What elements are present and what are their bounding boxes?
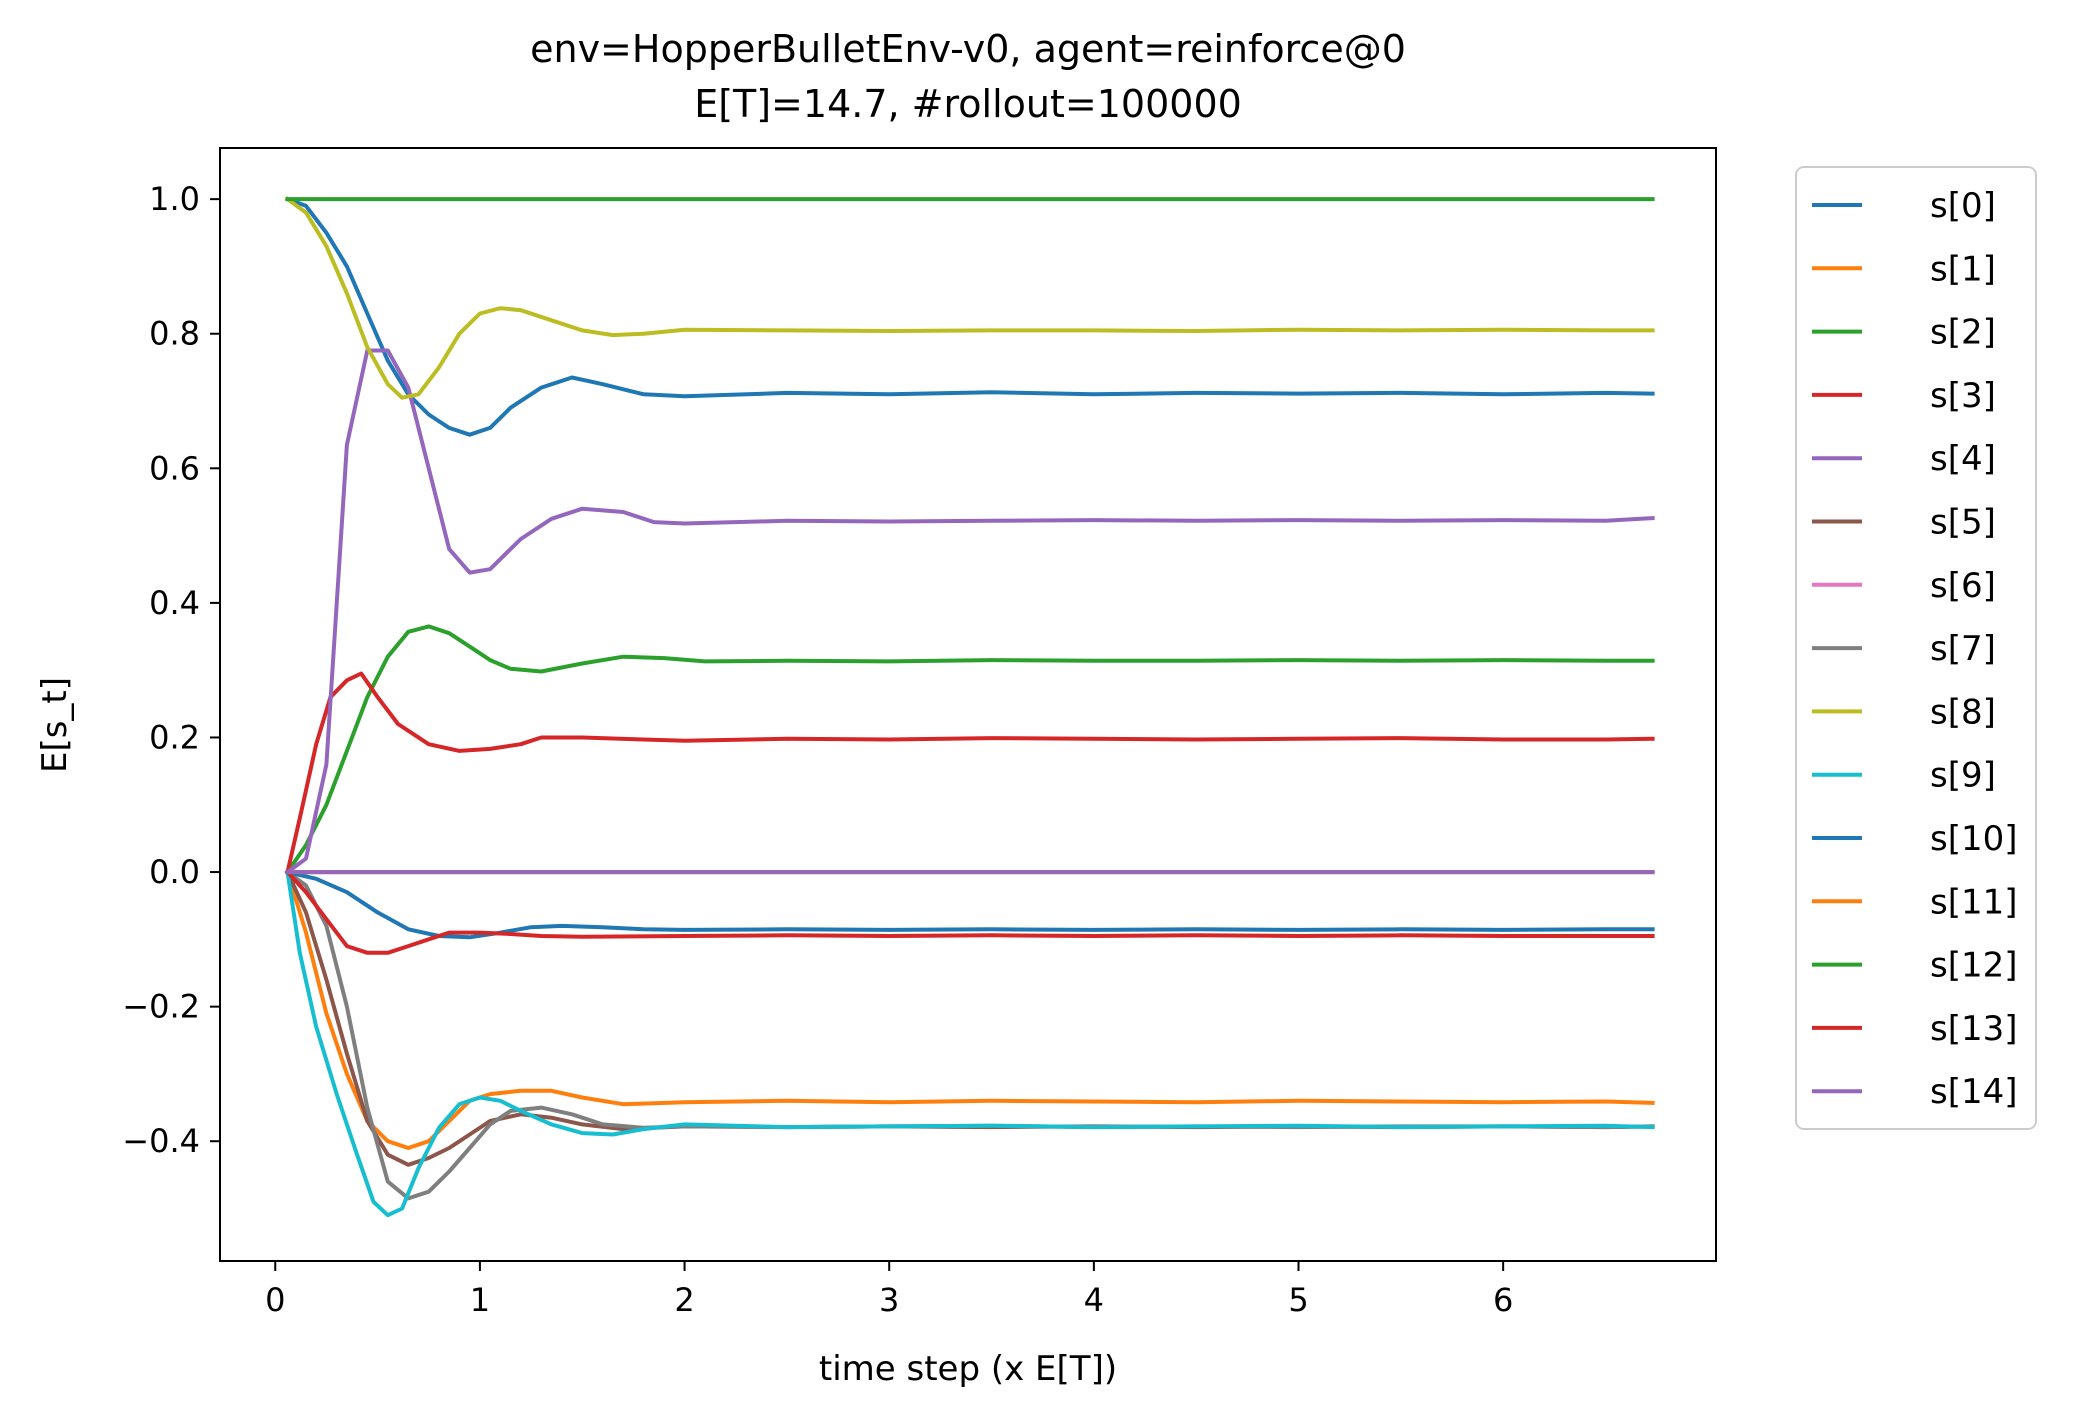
legend-label-6: s[6]: [1930, 566, 1996, 606]
y-tick-label: −0.2: [122, 988, 200, 1026]
legend-label-4: s[4]: [1930, 439, 1996, 479]
legend-frame: [1795, 166, 2037, 1130]
x-tick-label: 0: [265, 1281, 285, 1319]
legend-label-0: s[0]: [1930, 186, 1996, 226]
x-axis-label: time step (x E[T]): [819, 1349, 1117, 1389]
series-line-13: [284, 869, 1655, 955]
legend-label-8: s[8]: [1930, 692, 1996, 732]
y-tick-label: −0.4: [122, 1122, 200, 1160]
x-tick-label: 3: [879, 1281, 899, 1319]
series-layer: [284, 196, 1655, 1218]
x-tick-label: 4: [1084, 1281, 1104, 1319]
chart-title: env=HopperBulletEnv-v0, agent=reinforce@…: [530, 27, 1406, 71]
y-tick-label: 0.6: [149, 449, 200, 487]
series-line-8: [284, 196, 1655, 400]
series-line-1: [285, 869, 1655, 1150]
legend-label-5: s[5]: [1930, 503, 1996, 543]
x-tick-label: 5: [1288, 1281, 1308, 1319]
legend-label-7: s[7]: [1930, 629, 1996, 669]
legend-label-10: s[10]: [1930, 819, 2018, 859]
y-tick-label: 0.0: [149, 853, 200, 891]
legend-items: s[0] s[1] s[2] s[3] s[4] s[5] s[6] s[7] s[8] s[9]…: [1812, 186, 2018, 1112]
y-tick-label: 0.2: [149, 718, 200, 756]
legend-label-13: s[13]: [1930, 1009, 2018, 1049]
series-line-3: [285, 671, 1655, 875]
legend-label-11: s[11]: [1930, 882, 2018, 922]
series-line-2: [284, 624, 1655, 875]
plot-frame: [219, 147, 1717, 1262]
legend-label-2: s[2]: [1930, 313, 1996, 353]
series-line-7: [284, 869, 1655, 1201]
series-line-10: [285, 869, 1655, 940]
x-tick-label: 2: [674, 1281, 694, 1319]
y-axis: −0.4 −0.2 0.0 0.2 0.4 0.6 0.8 1.0: [122, 180, 220, 1160]
legend: s[0] s[1] s[2] s[3] s[4] s[5] s[6] s[7] s[8] s[9]…: [1795, 166, 2037, 1130]
legend-label-14: s[14]: [1930, 1072, 2018, 1112]
x-axis: 0 1 2 3 4 5 6: [265, 1261, 1513, 1319]
chart-subtitle: E[T]=14.7, #rollout=100000: [694, 82, 1242, 126]
legend-label-12: s[12]: [1930, 946, 2018, 986]
x-tick-label: 1: [470, 1281, 490, 1319]
y-axis-label: E[s_t]: [35, 677, 75, 773]
series-line-9: [285, 869, 1655, 1218]
series-line-4: [284, 348, 1655, 875]
legend-label-3: s[3]: [1930, 376, 1996, 416]
y-tick-label: 0.8: [149, 315, 200, 353]
legend-label-9: s[9]: [1930, 756, 1996, 796]
series-line-0: [284, 196, 1655, 437]
legend-label-1: s[1]: [1930, 249, 1996, 289]
y-tick-label: 1.0: [149, 180, 200, 218]
x-tick-label: 6: [1493, 1281, 1513, 1319]
y-tick-label: 0.4: [149, 584, 200, 622]
